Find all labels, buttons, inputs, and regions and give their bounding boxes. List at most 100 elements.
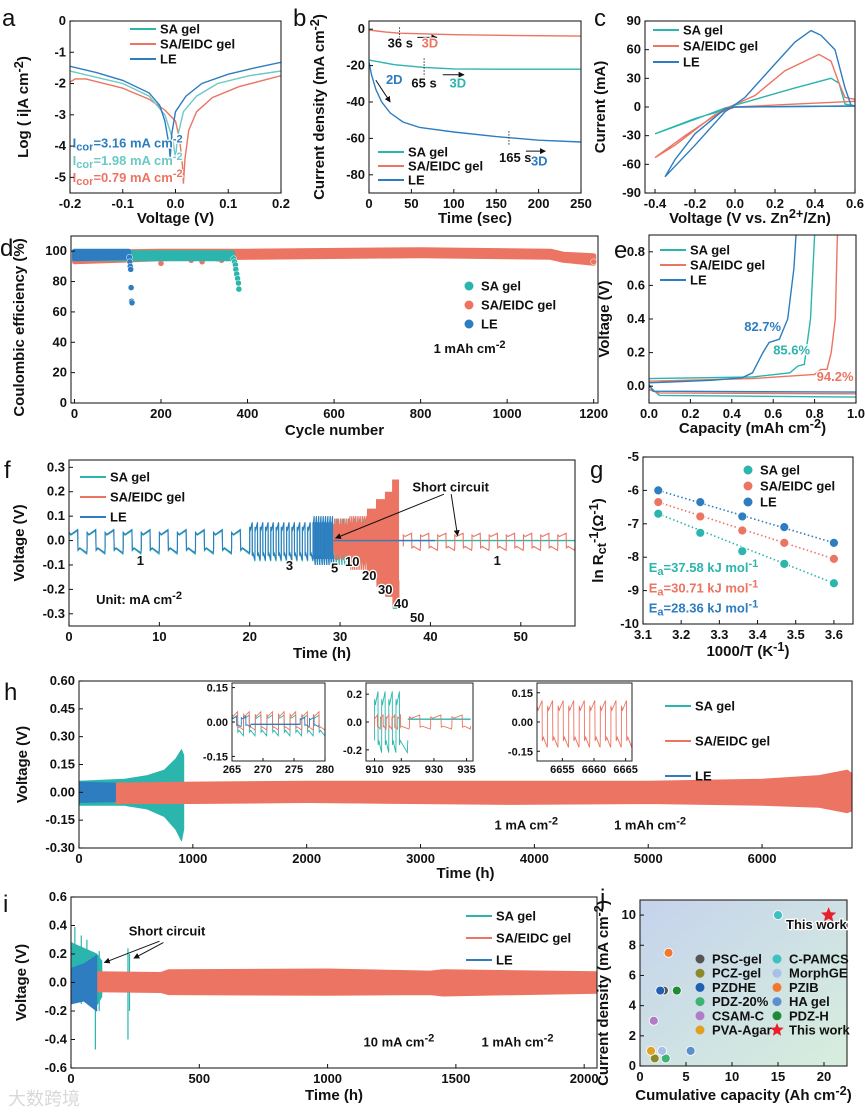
series-le (72, 248, 136, 307)
legend-label: C-PAMCS (789, 952, 849, 967)
plot-frame (642, 456, 854, 625)
x-axis-label: Cycle number (285, 422, 384, 439)
data-point (779, 522, 790, 533)
legend-label: HA gel (789, 994, 830, 1009)
annotation: 20 (362, 568, 376, 583)
series-sa-eidc-gel (96, 968, 597, 997)
data-point (695, 497, 706, 507)
legend-dot (743, 465, 753, 475)
x-tick-label: 0 (71, 406, 78, 421)
y-tick-label: -0.15 (45, 812, 75, 827)
legend-label: SA/EIDC gel (683, 39, 758, 54)
y-tick-label: -7 (627, 516, 639, 531)
annotation: 40 (394, 596, 408, 611)
x-axis-label: Time (sec) (438, 210, 512, 227)
x-tick-label: 3.4 (749, 627, 768, 642)
data-point (695, 527, 706, 538)
x-tick-label: 500 (188, 1071, 210, 1086)
x-tick-label: 6655 (550, 764, 574, 776)
annotation: 10 mA cm-2 (364, 1033, 435, 1050)
data-point (655, 985, 666, 996)
plot-area (69, 479, 575, 609)
legend-item: SA gel (464, 279, 521, 294)
data-point (779, 537, 790, 548)
y-axis-label: Voltage (V) (11, 504, 28, 581)
x-tick-label: 0 (636, 1069, 643, 1084)
y-tick-label: 0.30 (50, 729, 75, 744)
x-tick-label: 800 (410, 406, 432, 421)
series-line (649, 235, 797, 384)
series-sa-gel (70, 70, 281, 159)
annotation: Icor=0.79 mA cm-2 (73, 168, 183, 188)
plot-area (654, 29, 855, 178)
legend-dot (695, 1025, 705, 1035)
legend-label: LE (760, 495, 777, 510)
x-tick-label: 10 (152, 629, 166, 644)
y-tick-label: -80 (346, 167, 365, 182)
y-tick-label: 0.1 (47, 508, 65, 523)
legend-item: SA/EIDC gel (466, 931, 571, 946)
y-axis-label: Current density (mA cm-2) (591, 900, 612, 1086)
legend-item: PZIB (772, 980, 819, 995)
panel-d: d 1 mAh cm-2 0 200 400 600 800 1000 1200 0 20 40 60 8… (0, 235, 608, 439)
legend-dot (695, 997, 705, 1007)
y-tick-label: 8 (629, 937, 636, 952)
annotation: Ea=37.58 kJ mol-1 (649, 558, 759, 578)
y-tick-label: -0.1 (43, 557, 65, 572)
legend-label: SA gel (760, 463, 800, 478)
x-tick-label: 0.0 (726, 196, 744, 211)
series-pva-agar (646, 1046, 656, 1056)
annotation: 50 (410, 610, 424, 625)
y-tick-label: 6 (629, 967, 636, 982)
series-le (664, 29, 855, 178)
legend-item: LE (378, 173, 425, 188)
series-band (114, 769, 852, 814)
plot-area (79, 749, 852, 842)
inset-h1: 265 270 275 280 0.15 0.00 -0.15 (203, 682, 334, 776)
legend-dot (695, 968, 705, 978)
x-tick-label: 0.4 (806, 196, 825, 211)
legend-label: LE (496, 953, 513, 968)
x-tick-label: 925 (392, 764, 410, 776)
annotation: Short circuit (412, 480, 489, 495)
panel-i: i Short circuit 10 mA cm-2 1 mAh cm-2 0 500 10… (3, 889, 599, 1104)
star-point (821, 907, 837, 922)
data-point (685, 1046, 696, 1056)
legend-dot (772, 997, 782, 1007)
legend-label: SA gel (683, 23, 723, 38)
series-le (649, 235, 797, 384)
annotation: Ea=28.36 kJ mol-1 (649, 598, 759, 618)
series-sa-eidc-gel (232, 710, 325, 731)
inset-plot-area (537, 700, 632, 748)
x-tick-label: 3.5 (787, 627, 805, 642)
y-tick-label: 80 (53, 274, 67, 289)
series-line (664, 29, 855, 178)
series-sa-eidc-gel (369, 29, 581, 37)
plot-frame (639, 899, 848, 1067)
x-tick-label: 1000 (313, 1071, 342, 1086)
legend-label: PCZ-gel (712, 966, 761, 981)
series-sa-eidc-gel (537, 700, 632, 748)
plot-area (70, 61, 281, 184)
x-tick-label: 20 (817, 1069, 831, 1084)
annotation: Unit: mA cm-2 (96, 590, 182, 607)
x-tick-label: 40 (423, 629, 437, 644)
series-line (69, 516, 335, 566)
x-tick-label: 265 (223, 764, 241, 776)
x-tick-label: 6660 (582, 764, 606, 776)
y-axis-label: Coulombic efficiency (%) (11, 238, 28, 416)
x-tick-label: 100 (443, 196, 465, 211)
x-tick-label: 910 (365, 764, 383, 776)
y-tick-label: 20 (53, 365, 67, 380)
y-tick-label: -40 (346, 94, 365, 109)
legend-label: SA gel (481, 279, 521, 294)
series-sa-eidc-gel (649, 235, 839, 382)
y-tick-label: 0.4 (49, 918, 68, 933)
legend-dot (695, 1011, 705, 1021)
annotation: Ea=30.71 kJ mol-1 (649, 578, 759, 598)
y-tick-label: 0 (59, 13, 66, 28)
